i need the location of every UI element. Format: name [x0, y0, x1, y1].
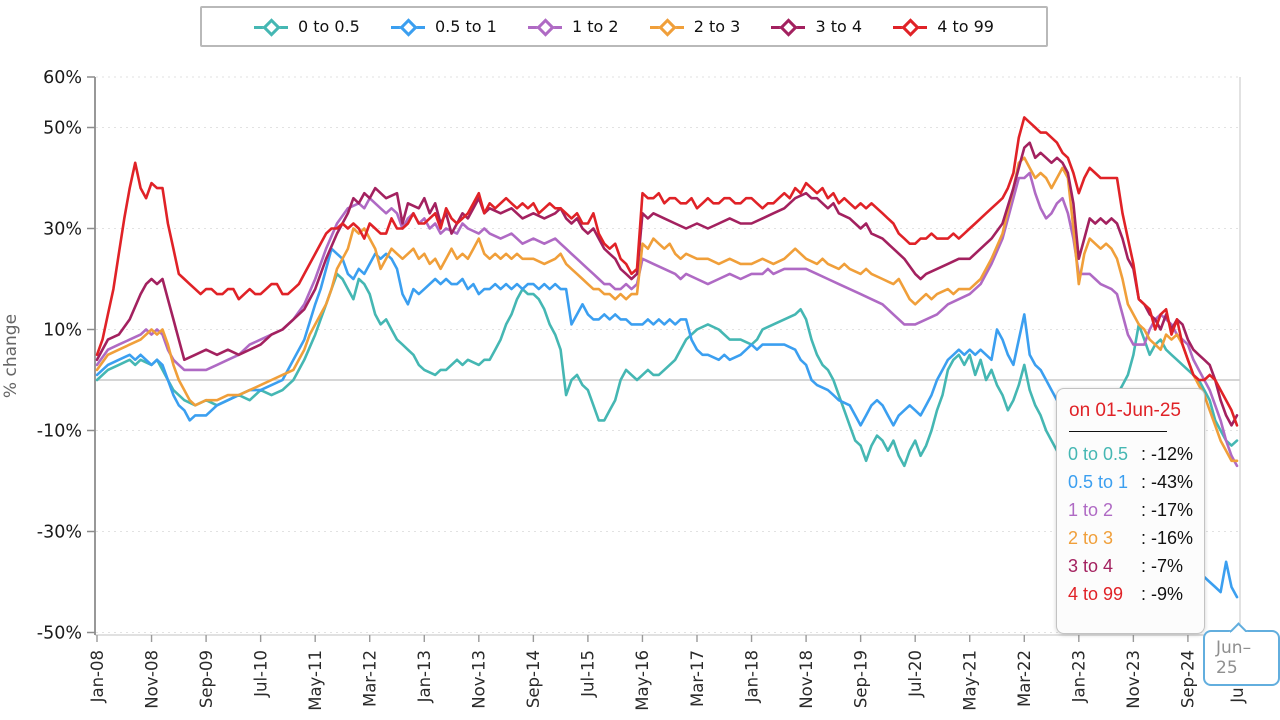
- tooltip: on 01-Jun-25 0 to 0.5 : -12% 0.5 to 1 : -43…: [1056, 388, 1205, 634]
- tooltip-series-value: : -43%: [1140, 471, 1193, 492]
- series-line-4-to-99[interactable]: [95, 116, 1239, 427]
- tooltip-series-label: 0.5 to 1: [1068, 471, 1129, 492]
- tooltip-series-value: : -7%: [1140, 555, 1183, 576]
- y-tick-label: 60%: [43, 68, 82, 88]
- y-tick-label: 30%: [43, 220, 82, 240]
- x-tick-label: Jul-20: [906, 650, 925, 698]
- tooltip-series-label: 0 to 0.5: [1068, 443, 1129, 464]
- x-tick-label: Mar-17: [688, 650, 707, 707]
- x-tick-label: Sep-19: [851, 650, 870, 708]
- tooltip-divider: [1069, 431, 1167, 432]
- x-tick-label: May-21: [961, 650, 980, 711]
- legend-item-4-to-99[interactable]: 4 to 99: [893, 17, 994, 37]
- crosshair-caret-mask: [1231, 632, 1247, 636]
- tooltip-row: 4 to 99 : -9%: [1068, 580, 1193, 608]
- tooltip-row: 0 to 0.5 : -12%: [1068, 440, 1193, 468]
- tooltip-row: 0.5 to 1 : -43%: [1068, 468, 1193, 496]
- legend-label: 0.5 to 1: [435, 17, 497, 36]
- x-tick-label: Sep-24: [1179, 650, 1198, 708]
- legend-item-2-to-3[interactable]: 2 to 3: [649, 17, 741, 37]
- legend-diamond: [779, 17, 799, 37]
- tooltip-series-label: 2 to 3: [1068, 527, 1114, 548]
- legend-item-3-to-4[interactable]: 3 to 4: [771, 17, 863, 37]
- legend-marker-icon: [254, 17, 288, 37]
- tooltip-row: 1 to 2 : -17%: [1068, 496, 1193, 524]
- legend-diamond: [262, 17, 281, 37]
- legend-marker-icon: [771, 17, 806, 37]
- x-tick-label: Jul-10: [251, 650, 270, 698]
- x-tick-label: Sep-09: [197, 650, 216, 708]
- legend-label: 1 to 2: [572, 17, 619, 36]
- legend-marker-icon: [391, 17, 425, 37]
- y-tick-label: -30%: [37, 523, 82, 543]
- tooltip-series-label: 4 to 99: [1068, 583, 1124, 604]
- legend-diamond: [399, 17, 418, 37]
- x-tick-label: Nov-08: [142, 650, 161, 709]
- series-line-2-to-3[interactable]: [95, 156, 1239, 463]
- tooltip-series-value: : -16%: [1140, 527, 1193, 548]
- x-tick-label: May-11: [306, 650, 325, 711]
- legend-label: 2 to 3: [693, 17, 741, 36]
- legend-marker-icon: [649, 17, 684, 37]
- crosshair-text: Jun–25: [1216, 638, 1252, 678]
- y-tick-label: 10%: [43, 321, 82, 341]
- tooltip-series-value: : -12%: [1140, 443, 1193, 464]
- y-tick-label: -50%: [37, 624, 82, 644]
- legend-label: 0 to 0.5: [298, 17, 360, 36]
- legend-marker-icon: [528, 17, 562, 37]
- tooltip-row: 2 to 3 : -16%: [1068, 524, 1193, 552]
- y-axis-title: % change: [1, 314, 21, 398]
- legend-diamond: [901, 17, 920, 37]
- x-tick-label: Jan-23: [1070, 650, 1089, 703]
- legend-diamond: [536, 17, 555, 37]
- legend-item-0.5-to-1[interactable]: 0.5 to 1: [391, 17, 497, 37]
- tooltip-row: 3 to 4 : -7%: [1068, 552, 1193, 580]
- legend-marker-icon: [893, 17, 928, 37]
- y-tick-label: -10%: [37, 422, 82, 442]
- x-tick-label: May-16: [633, 650, 652, 711]
- legend-item-0-to-0.5[interactable]: 0 to 0.5: [254, 17, 360, 37]
- legend-diamond: [658, 17, 677, 37]
- crosshair-x-label: Jun–25: [1203, 622, 1280, 686]
- tooltip-series-value: : -17%: [1140, 499, 1193, 520]
- legend: 0 to 0.5 0.5 to 1 1 to 2 2 to 3 3 to 4 4 to 9…: [200, 6, 1048, 47]
- tooltip-series-value: : -9%: [1140, 583, 1183, 604]
- x-tick-label: Nov-13: [470, 650, 489, 709]
- y-tick-label: 50%: [43, 119, 82, 139]
- series-line-3-to-4[interactable]: [95, 141, 1239, 427]
- tooltip-date: on 01-Jun-25: [1069, 400, 1181, 421]
- x-tick-label: Mar-22: [1015, 650, 1034, 707]
- legend-label: 4 to 99: [937, 17, 994, 36]
- x-tick-label: Nov-18: [797, 650, 816, 709]
- x-tick-label: Jul-15: [579, 650, 598, 698]
- series-line-0.5-to-1[interactable]: [95, 247, 1239, 599]
- legend-label: 3 to 4: [815, 17, 863, 36]
- x-tick-label: Sep-14: [524, 650, 543, 708]
- series-line-1-to-2[interactable]: [95, 171, 1239, 468]
- x-tick-label: Jan-18: [742, 650, 761, 703]
- x-tick-label: Jan-08: [88, 650, 107, 703]
- x-tick-label: Nov-23: [1124, 650, 1143, 709]
- x-tick-label: Mar-12: [361, 650, 380, 707]
- legend-item-1-to-2[interactable]: 1 to 2: [528, 17, 619, 37]
- x-tick-label: Jan-13: [415, 650, 434, 703]
- tooltip-rows: 0 to 0.5 : -12% 0.5 to 1 : -43% 1 to 2 : -17%…: [1068, 440, 1193, 608]
- tooltip-series-label: 1 to 2: [1068, 499, 1114, 520]
- tooltip-series-label: 3 to 4: [1068, 555, 1114, 576]
